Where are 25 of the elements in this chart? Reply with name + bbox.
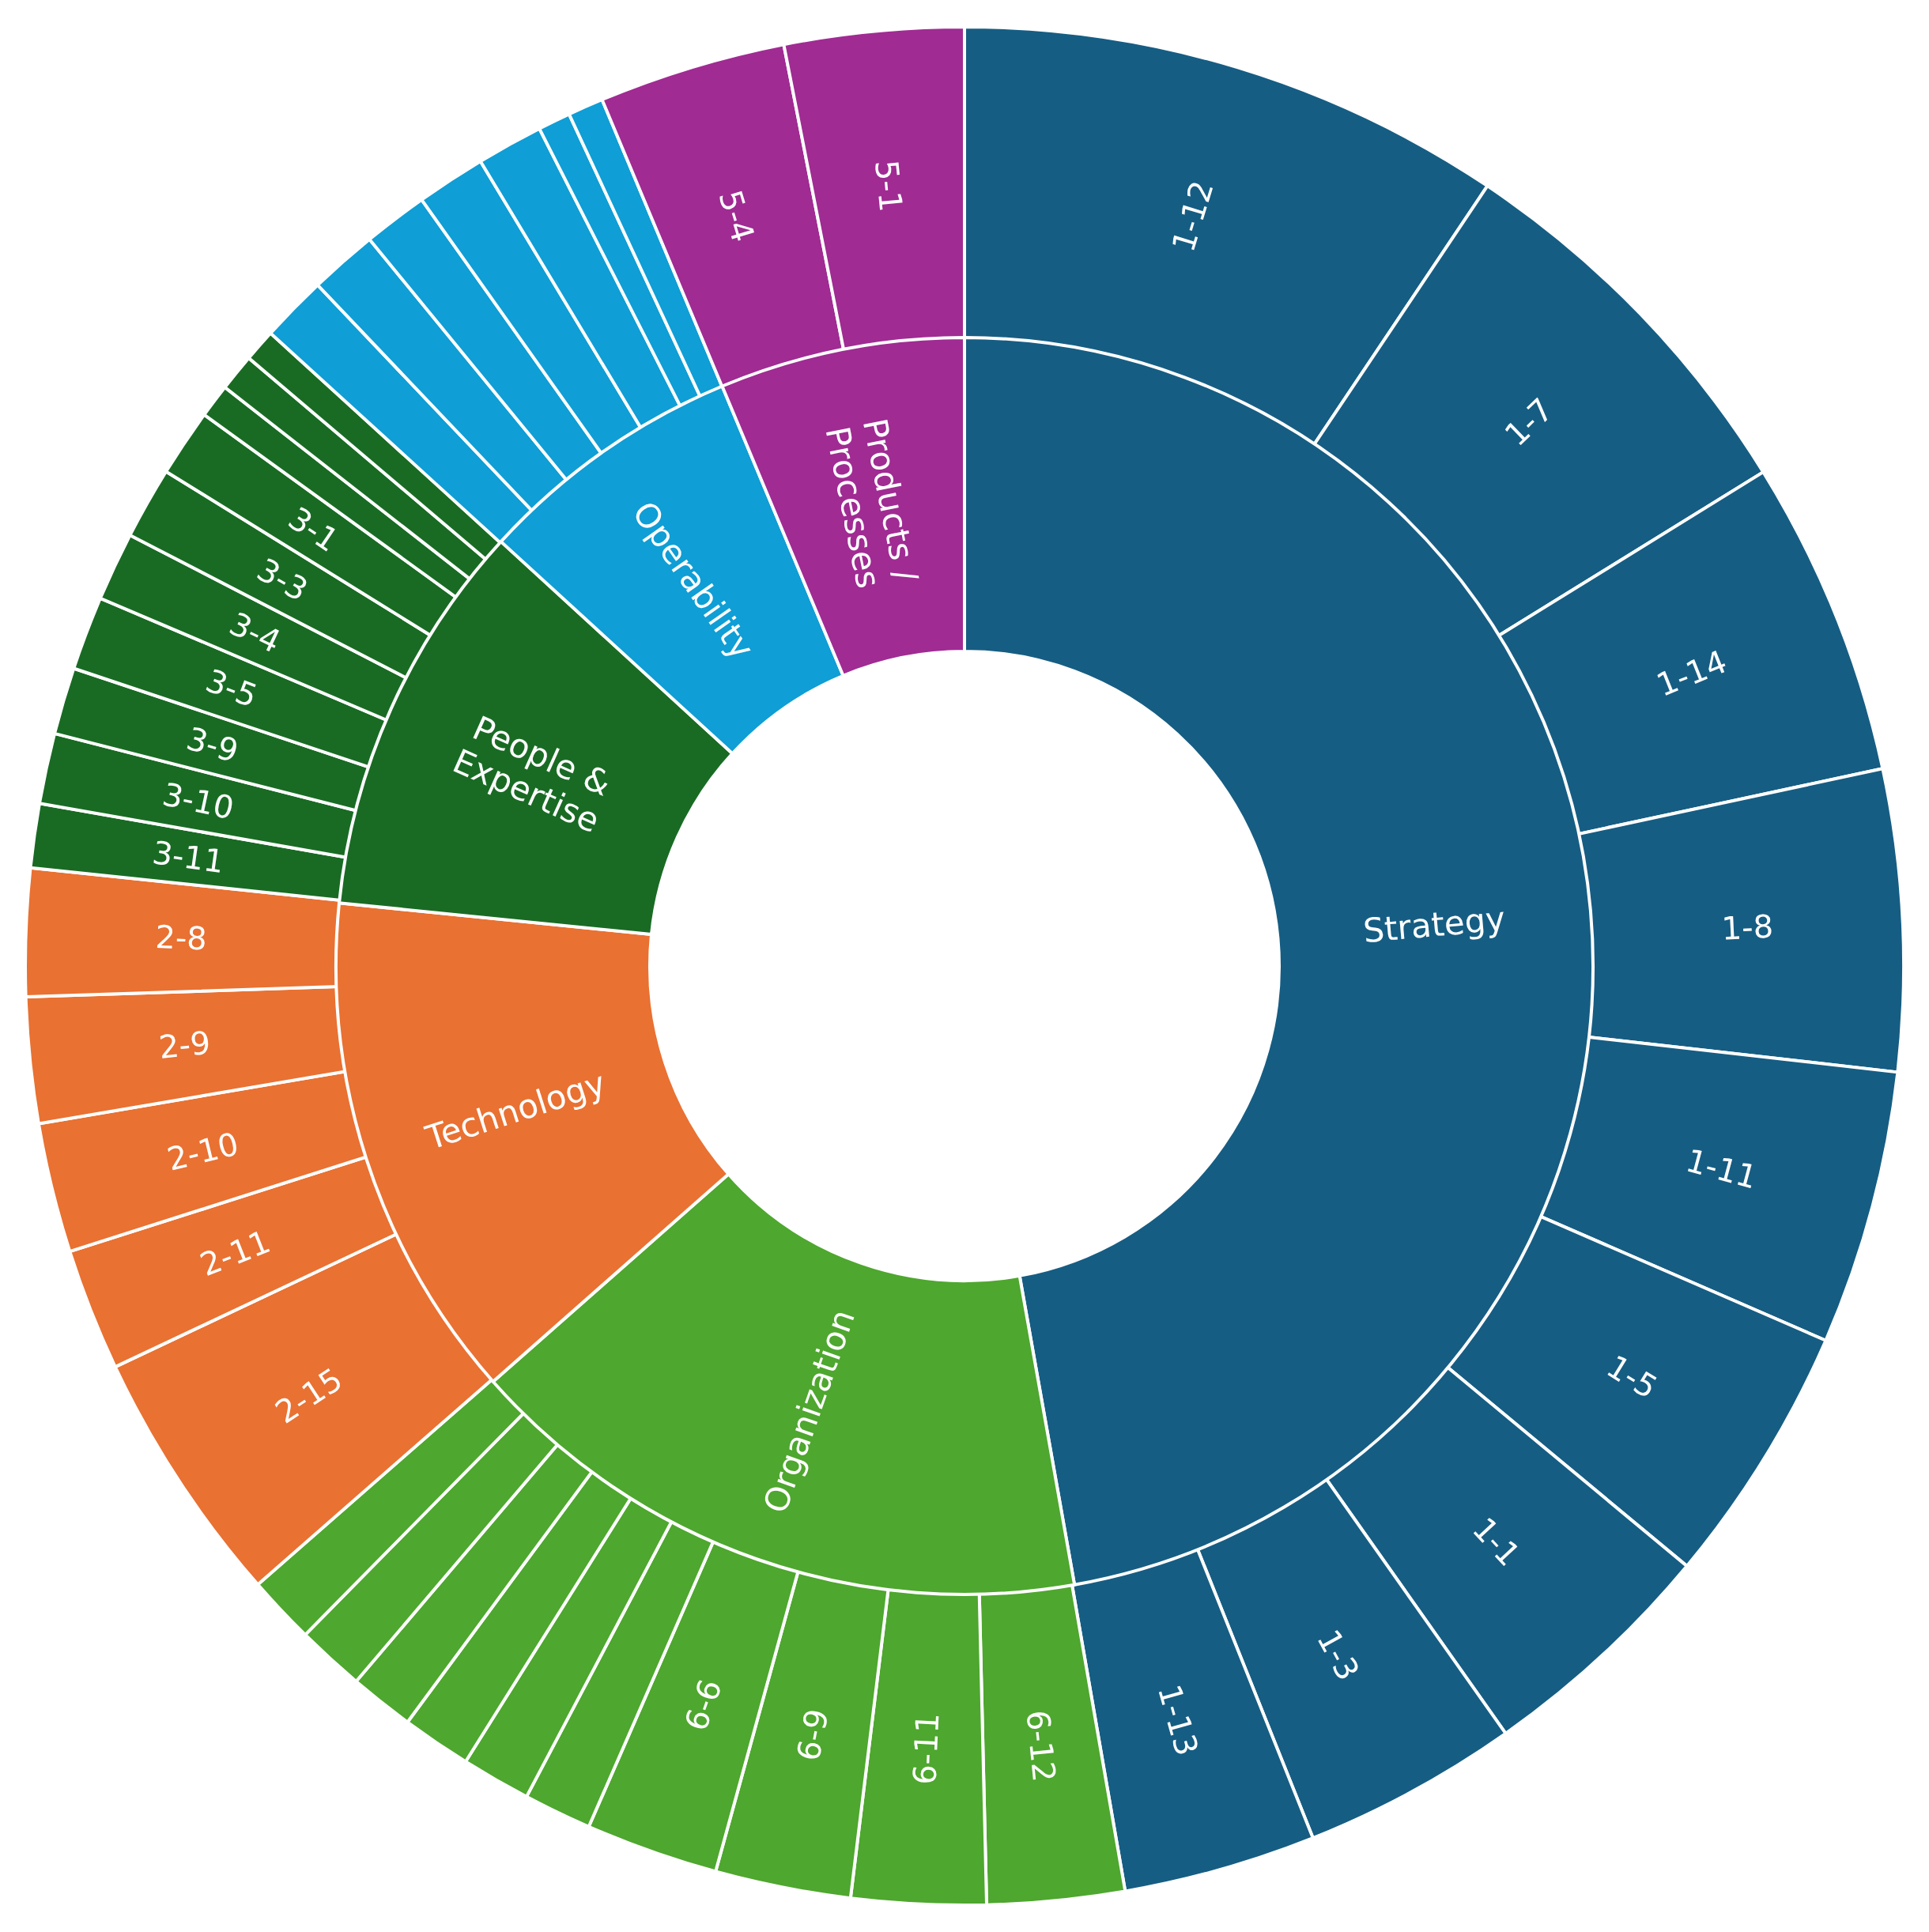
slice-label: Products / Processes — [817, 415, 926, 592]
slice-label: 2-10 — [164, 1125, 243, 1178]
slice-label: 1-11 — [1682, 1141, 1761, 1196]
slice-label: 5-4 — [712, 186, 762, 247]
slice-label: 1-14 — [1652, 643, 1732, 704]
slice-label: 3-9 — [183, 719, 243, 770]
slice-label: 6-9 — [790, 1706, 836, 1764]
slice-label: 1-5 — [1600, 1347, 1664, 1406]
slice-label: 6-6 — [677, 1674, 730, 1736]
slice-label: 5-1 — [868, 158, 910, 213]
slice-label: 1-13 — [1150, 1681, 1206, 1760]
slice-label: 1-1 — [1465, 1510, 1527, 1573]
slice-label: Strategy — [1361, 899, 1507, 951]
slice-label: 3-11 — [149, 834, 227, 881]
slice-label: 3-5 — [201, 662, 262, 715]
slice-label: 1-12 — [1165, 176, 1221, 256]
slice-label: 6-12 — [1019, 1708, 1063, 1784]
slice-label: 6-11 — [906, 1711, 946, 1786]
slice-label: 2-11 — [194, 1223, 276, 1284]
slice-label: 1-8 — [1720, 908, 1775, 947]
slice-label: 2-9 — [157, 1024, 213, 1066]
slice-label: 1-7 — [1497, 391, 1561, 454]
slice-label: 3-10 — [159, 775, 237, 827]
slice-label: 2-8 — [154, 919, 208, 957]
slice-label: 1-3 — [1310, 1623, 1367, 1687]
